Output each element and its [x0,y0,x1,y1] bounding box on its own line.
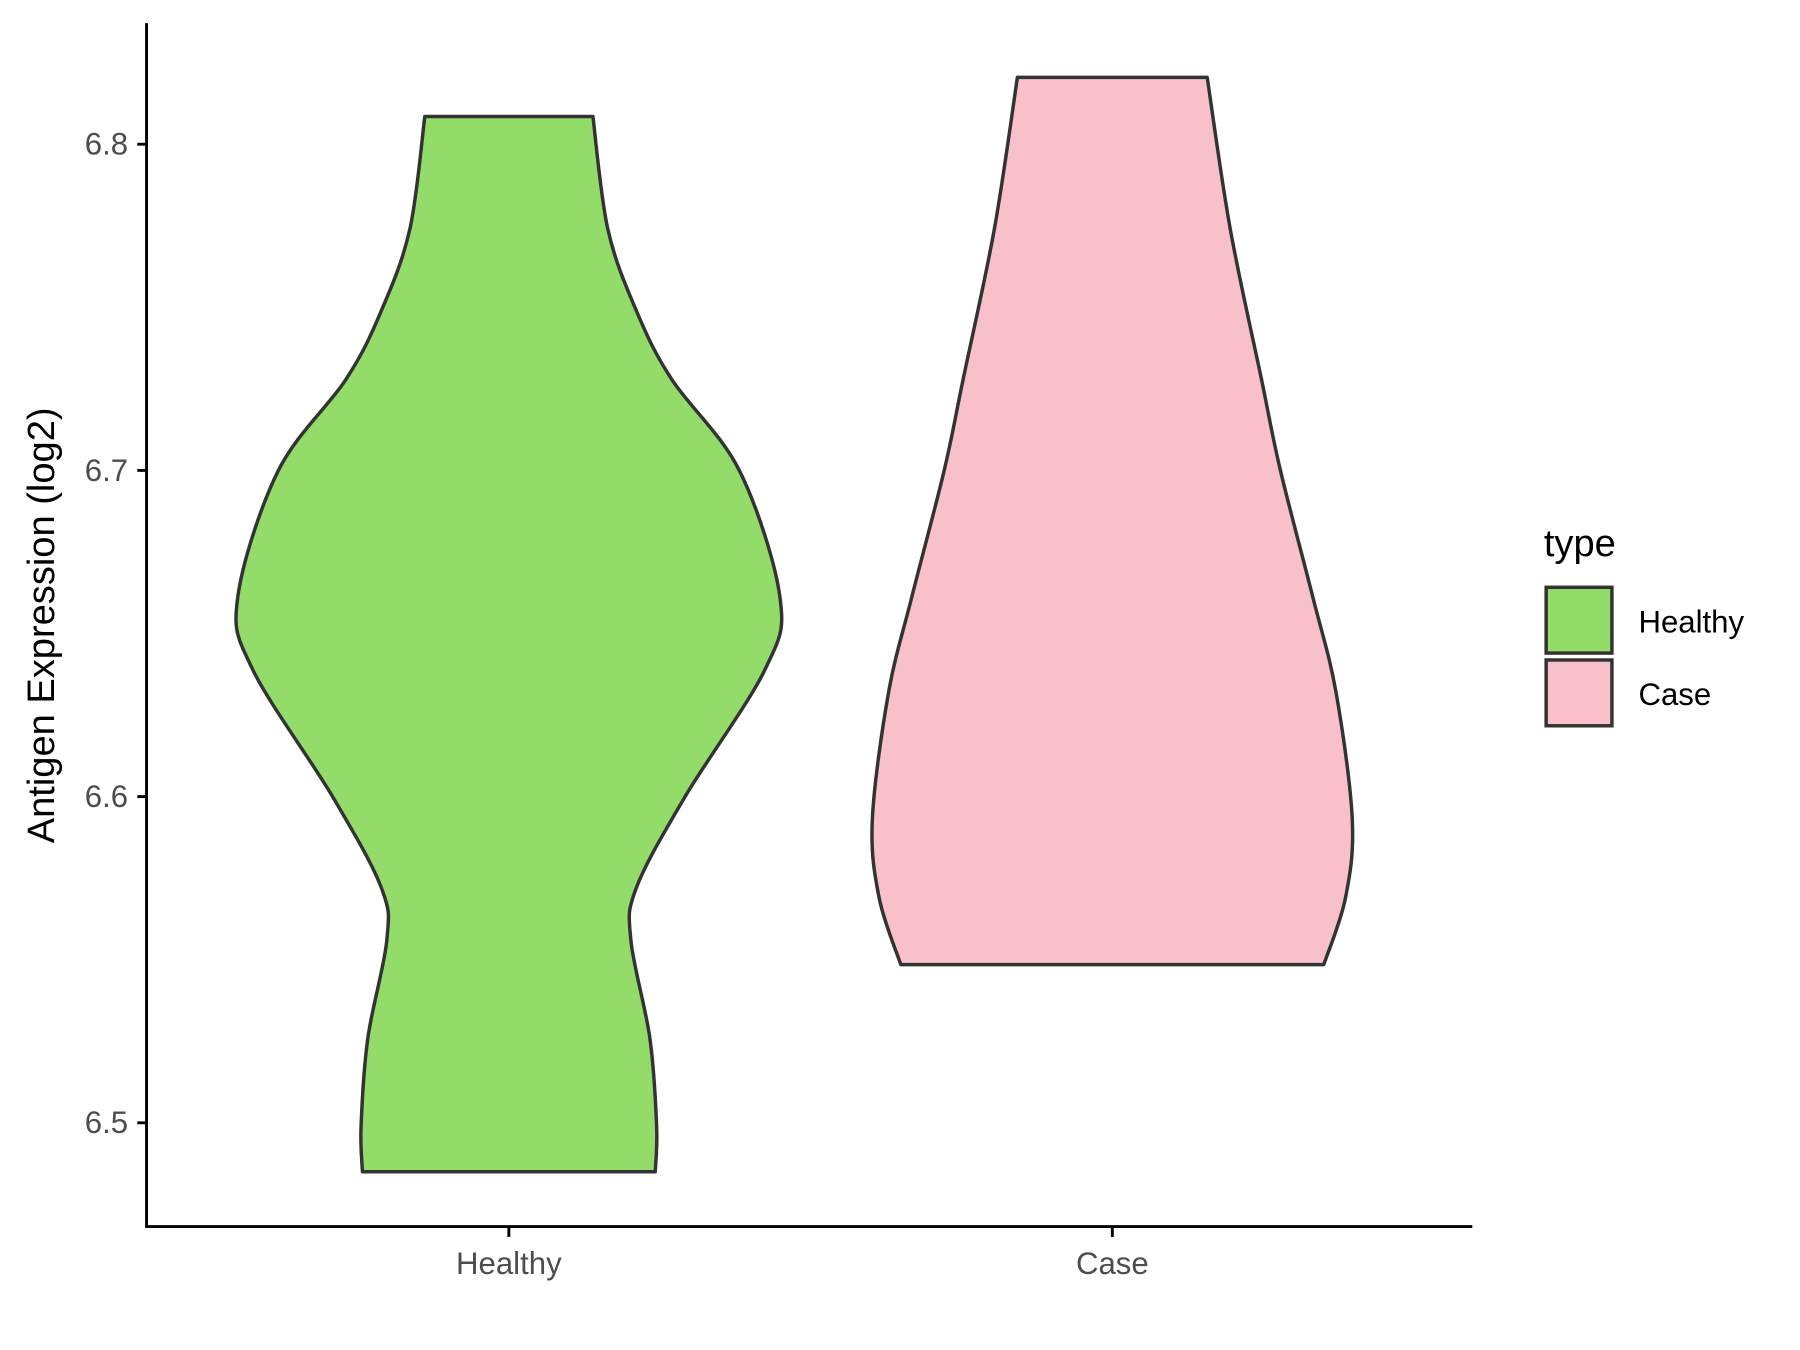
legend-label: Case [1638,677,1711,712]
legend-label: Healthy [1638,604,1744,639]
y-tick-label: 6.8 [85,127,128,162]
violins [234,75,1355,1174]
y-ticks: 6.5 6.6 6.7 6.8 [85,127,147,1140]
violin-case [870,75,1355,967]
x-tick-label: Case [1076,1246,1149,1281]
y-axis-title: Antigen Expression (log2) [21,407,63,843]
legend: type Healthy Case [1544,523,1744,728]
y-tick-label: 6.7 [85,453,128,488]
y-tick-label: 6.6 [85,779,128,814]
violin-healthy [234,114,784,1174]
legend-title: type [1544,523,1616,565]
legend-key-healthy [1544,585,1614,655]
x-tick-label: Healthy [456,1246,562,1281]
y-tick-label: 6.5 [85,1105,128,1140]
x-ticks: Healthy Case [456,1226,1149,1281]
legend-key-case [1544,658,1614,728]
